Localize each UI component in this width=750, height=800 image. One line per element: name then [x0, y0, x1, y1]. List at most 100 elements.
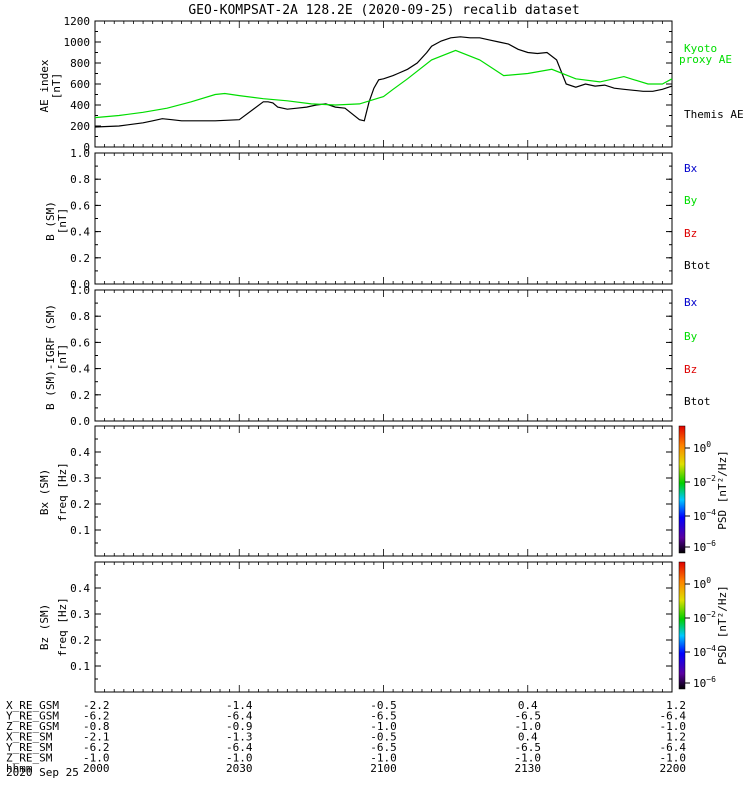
bd-panel: 0.0 0.2 0.4 0.6 0.8 1.0 B (SM)-IGRF (SM) [nT]… [44, 284, 711, 428]
xaxis-cell: -2.2 [83, 699, 110, 712]
b-yunit: [nT] [56, 208, 69, 235]
xaxis-cell: 2200 [660, 762, 687, 775]
series-kyoto-proxy-ae [94, 49, 673, 119]
bz-cbar-tick-label: 10−6 [693, 675, 716, 690]
figure-title: GEO-KOMPSAT-2A 128.2E (2020-09-25) recal… [188, 3, 579, 18]
bx-cbar-ticks: 100 10−2 10−4 10−6 [685, 440, 716, 554]
bd-xticks [94, 290, 673, 421]
bx-frame [94, 425, 673, 557]
bz-ytick-label: 0.4 [70, 582, 90, 595]
bx-cbar-label: PSD [nT²/Hz] [716, 450, 729, 529]
xaxis-cell: -2.1 [83, 731, 110, 744]
bx-colorbar [678, 425, 686, 554]
bd-ytick-label: 0.2 [70, 389, 90, 402]
bx-ytick-label: 0.1 [70, 524, 90, 537]
ae-ylabel: AE index [38, 59, 51, 112]
bd-ytick-label: 0.6 [70, 336, 90, 349]
ae-xticks [94, 21, 673, 147]
xaxis-cell: -6.5 [515, 741, 542, 754]
xaxis-cell: -6.4 [660, 741, 687, 754]
bz-ytick-label: 0.1 [70, 660, 90, 673]
bd-yunit: [nT] [56, 344, 69, 371]
xaxis-cell: -0.5 [370, 699, 397, 712]
bd-ytick-label: 0.0 [70, 415, 90, 428]
xaxis-cell: -6.5 [370, 741, 397, 754]
bx-ytick-label: 0.2 [70, 498, 90, 511]
xaxis-cell: -1.0 [226, 752, 253, 765]
xaxis-cell: -1.0 [515, 752, 542, 765]
b-ytick-label: 0.4 [70, 226, 90, 239]
b-ytick-label: 0.0 [70, 278, 90, 291]
bz-frame [94, 561, 673, 693]
xaxis-cell: -6.5 [370, 710, 397, 723]
bd-yticks: 0.0 0.2 0.4 0.6 0.8 1.0 [70, 284, 672, 428]
bx-xticks [94, 426, 673, 556]
series-themis-ae [94, 36, 673, 128]
ae-ytick-label: 0 [83, 141, 90, 154]
bd-ytick-label: 0.4 [70, 363, 90, 376]
xaxis-cell: 1.2 [666, 731, 686, 744]
bx-yunit: freq [Hz] [56, 462, 69, 522]
bx-ytick-label: 0.4 [70, 446, 90, 459]
bx-panel: 0.10.20.30.4 Bx (SM) freq [Hz] 10010−210… [38, 425, 729, 557]
xaxis-cell: 1.2 [666, 699, 686, 712]
xaxis-cell: -6.4 [226, 741, 253, 754]
bx-cbar-tick-label: 100 [693, 440, 711, 455]
b-ytick-label: 1.0 [70, 147, 90, 160]
xaxis-cell: -1.0 [515, 720, 542, 733]
bd-legend-btot: Btot [684, 395, 711, 408]
b-legend-by: By [684, 194, 698, 207]
ae-yticks: 0 200 400 600 800 1000 1200 [64, 15, 672, 154]
ae-ytick-label: 800 [70, 57, 90, 70]
bx-yticks: 0.1 0.2 0.3 0.4 [70, 425, 672, 557]
bz-xticks [94, 562, 673, 692]
b-ylabel: B (SM) [44, 201, 57, 241]
xaxis-cell: -6.4 [226, 710, 253, 723]
b-panel: 0.00.20.40.60.81.0 B (SM) [nT] Bx By Bz … [44, 147, 711, 291]
xaxis-cell: -6.4 [660, 710, 687, 723]
bx-cbar-tick-label: 10−4 [693, 508, 716, 523]
b-legend-bz: Bz [684, 227, 697, 240]
b-legend-bx: Bx [684, 162, 698, 175]
b-xticks [94, 153, 673, 284]
xaxis-cell: 2000 [83, 762, 110, 775]
xaxis-cell: -6.2 [83, 710, 110, 723]
xaxis-row-label: X_RE_GSM [6, 699, 59, 712]
b-ytick-label: 0.2 [70, 252, 90, 265]
xaxis-row-label: hhmm [6, 762, 33, 775]
bz-cbar-tick-label: 10−2 [693, 610, 716, 625]
bd-ytick-label: 0.8 [70, 310, 90, 323]
ae-ytick-label: 400 [70, 99, 90, 112]
ae-ytick-label: 1000 [64, 36, 91, 49]
bz-yticks: 0.1 0.2 0.3 0.4 [70, 561, 672, 693]
bz-ytick-label: 0.3 [70, 608, 90, 621]
xaxis-row-label: Z_RE_SM [6, 752, 53, 765]
xaxis-date: 2020 Sep 25 [6, 766, 79, 779]
bd-frame [94, 289, 673, 422]
xaxis-cell: 0.4 [518, 699, 538, 712]
bz-cbar-tick-label: 10−4 [693, 644, 716, 659]
xaxis-cell: 2130 [515, 762, 542, 775]
ae-ytick-label: 600 [70, 78, 90, 91]
xaxis-cell: -1.0 [660, 752, 687, 765]
bz-cbar-tick-label: 100 [693, 576, 711, 591]
bd-legend-by: By [684, 330, 698, 343]
xaxis-cell: -1.4 [226, 699, 253, 712]
xaxis-cell: -1.0 [660, 720, 687, 733]
bz-cbar-ticks: 100 10−2 10−4 10−6 [685, 576, 716, 690]
xaxis-cell: -1.0 [83, 752, 110, 765]
xaxis-cell: -0.5 [370, 731, 397, 744]
xaxis-cell: 2100 [370, 762, 397, 775]
ae-ytick-label: 1200 [64, 15, 91, 28]
xaxis-table: X_RE_GSMY_RE_GSMZ_RE_GSMX_RE_SMY_RE_SMZ_… [6, 699, 686, 775]
xaxis-cell: 0.4 [518, 731, 538, 744]
bz-ytick-label: 0.2 [70, 634, 90, 647]
ae-panel: 0 200 400 600 800 1000 1200 AE index [nT] Kyot… [38, 15, 744, 154]
ae-yunit: [nT] [50, 73, 63, 100]
ae-series [94, 36, 673, 128]
bz-ylabel: Bz (SM) [38, 604, 51, 650]
xaxis-cell: -1.0 [370, 720, 397, 733]
xaxis-cell: -1.0 [370, 752, 397, 765]
xaxis-cell: -6.2 [83, 741, 110, 754]
xaxis-cell: -0.8 [83, 720, 110, 733]
